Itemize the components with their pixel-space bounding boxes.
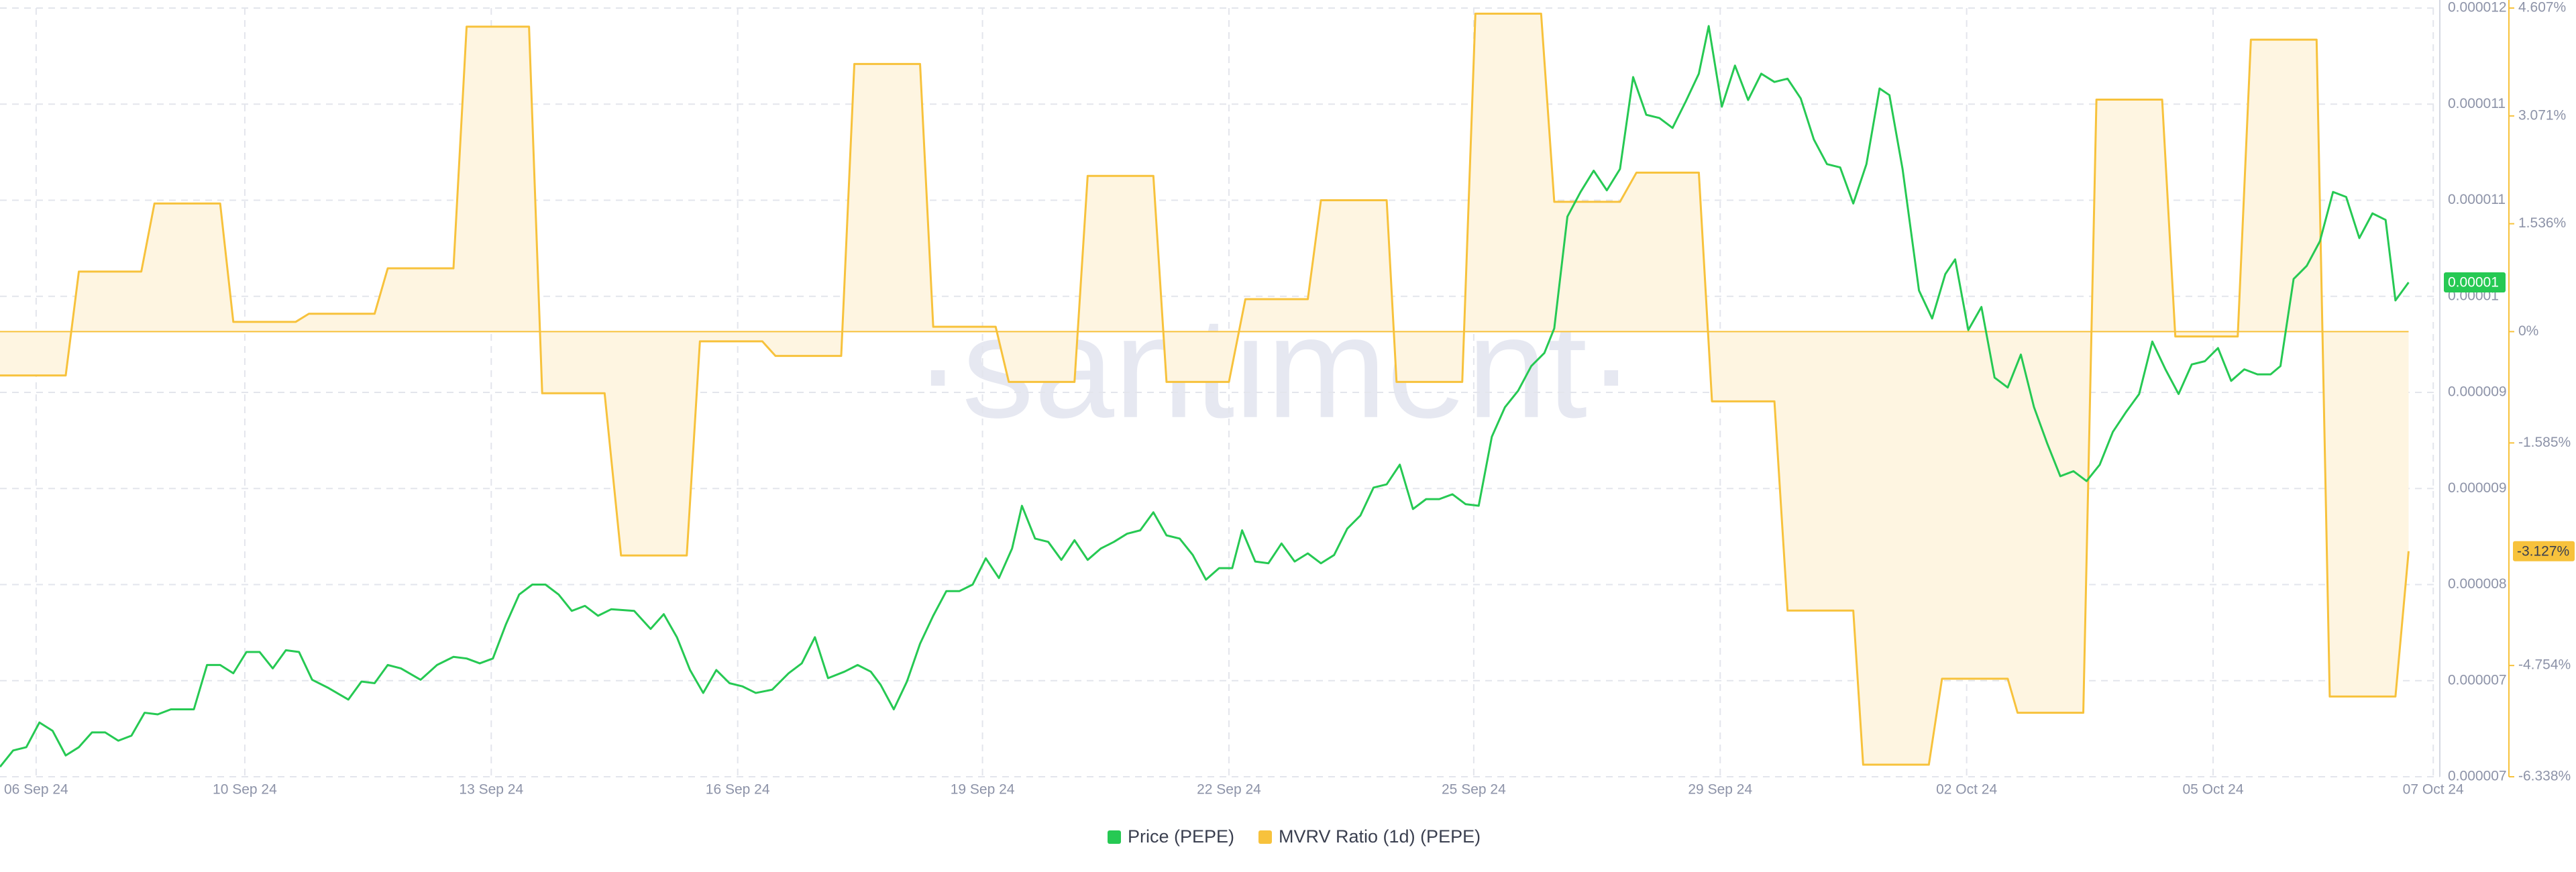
y-tick-label: 0.000011	[2448, 192, 2506, 207]
area	[0, 13, 2409, 765]
y-tick-label: 0.000007	[2448, 672, 2507, 688]
line	[0, 12, 2410, 766]
x-tick-label: 05 Oct 24	[2182, 782, 2243, 798]
y2-tick-label: 0%	[2518, 323, 2538, 339]
x-tick-label: 02 Oct 24	[1936, 782, 1997, 798]
x-tick-label: 22 Sep 24	[1197, 782, 1261, 798]
last-value-badge	[2444, 272, 2506, 293]
last-value-label: -3.127%	[2517, 543, 2569, 559]
x-tick-label: 07 Oct 24	[2403, 782, 2464, 798]
y-tick-label: 0.000009	[2448, 384, 2507, 400]
x-tick-label: 16 Sep 24	[706, 782, 770, 798]
line	[0, 25, 2410, 768]
last-value-badge	[2513, 541, 2575, 561]
legend-swatch	[1258, 830, 1272, 844]
y-tick-label: 0.000007	[2448, 769, 2507, 784]
y2-tick-label: -6.338%	[2518, 769, 2571, 784]
last-value-label: 0.00001	[2448, 275, 2499, 290]
y-tick-label: 0.000011	[2448, 96, 2506, 111]
y2-tick-label: -4.754%	[2518, 657, 2571, 673]
x-tick-label: 25 Sep 24	[1442, 782, 1506, 798]
legend-label: MVRV Ratio (1d) (PEPE)	[1279, 826, 1481, 847]
x-tick-label: 06 Sep 24	[4, 782, 68, 798]
y2-tick-label: -1.585%	[2518, 435, 2571, 450]
y-tick-label: 0.000008	[2448, 576, 2507, 592]
y-tick-label: 0.000012	[2448, 0, 2507, 15]
y2-tick-label: 4.607%	[2518, 0, 2566, 15]
x-tick-label: 13 Sep 24	[459, 782, 523, 798]
x-tick-label: 19 Sep 24	[951, 782, 1015, 798]
legend-label: Price (PEPE)	[1128, 826, 1234, 847]
y-tick-label: 0.000009	[2448, 480, 2507, 496]
x-tick-label: 29 Sep 24	[1688, 782, 1752, 798]
legend-swatch	[1108, 830, 1121, 844]
y2-tick-label: 1.536%	[2518, 215, 2566, 231]
y2-tick-label: 3.071%	[2518, 107, 2566, 123]
x-tick-label: 10 Sep 24	[213, 782, 277, 798]
